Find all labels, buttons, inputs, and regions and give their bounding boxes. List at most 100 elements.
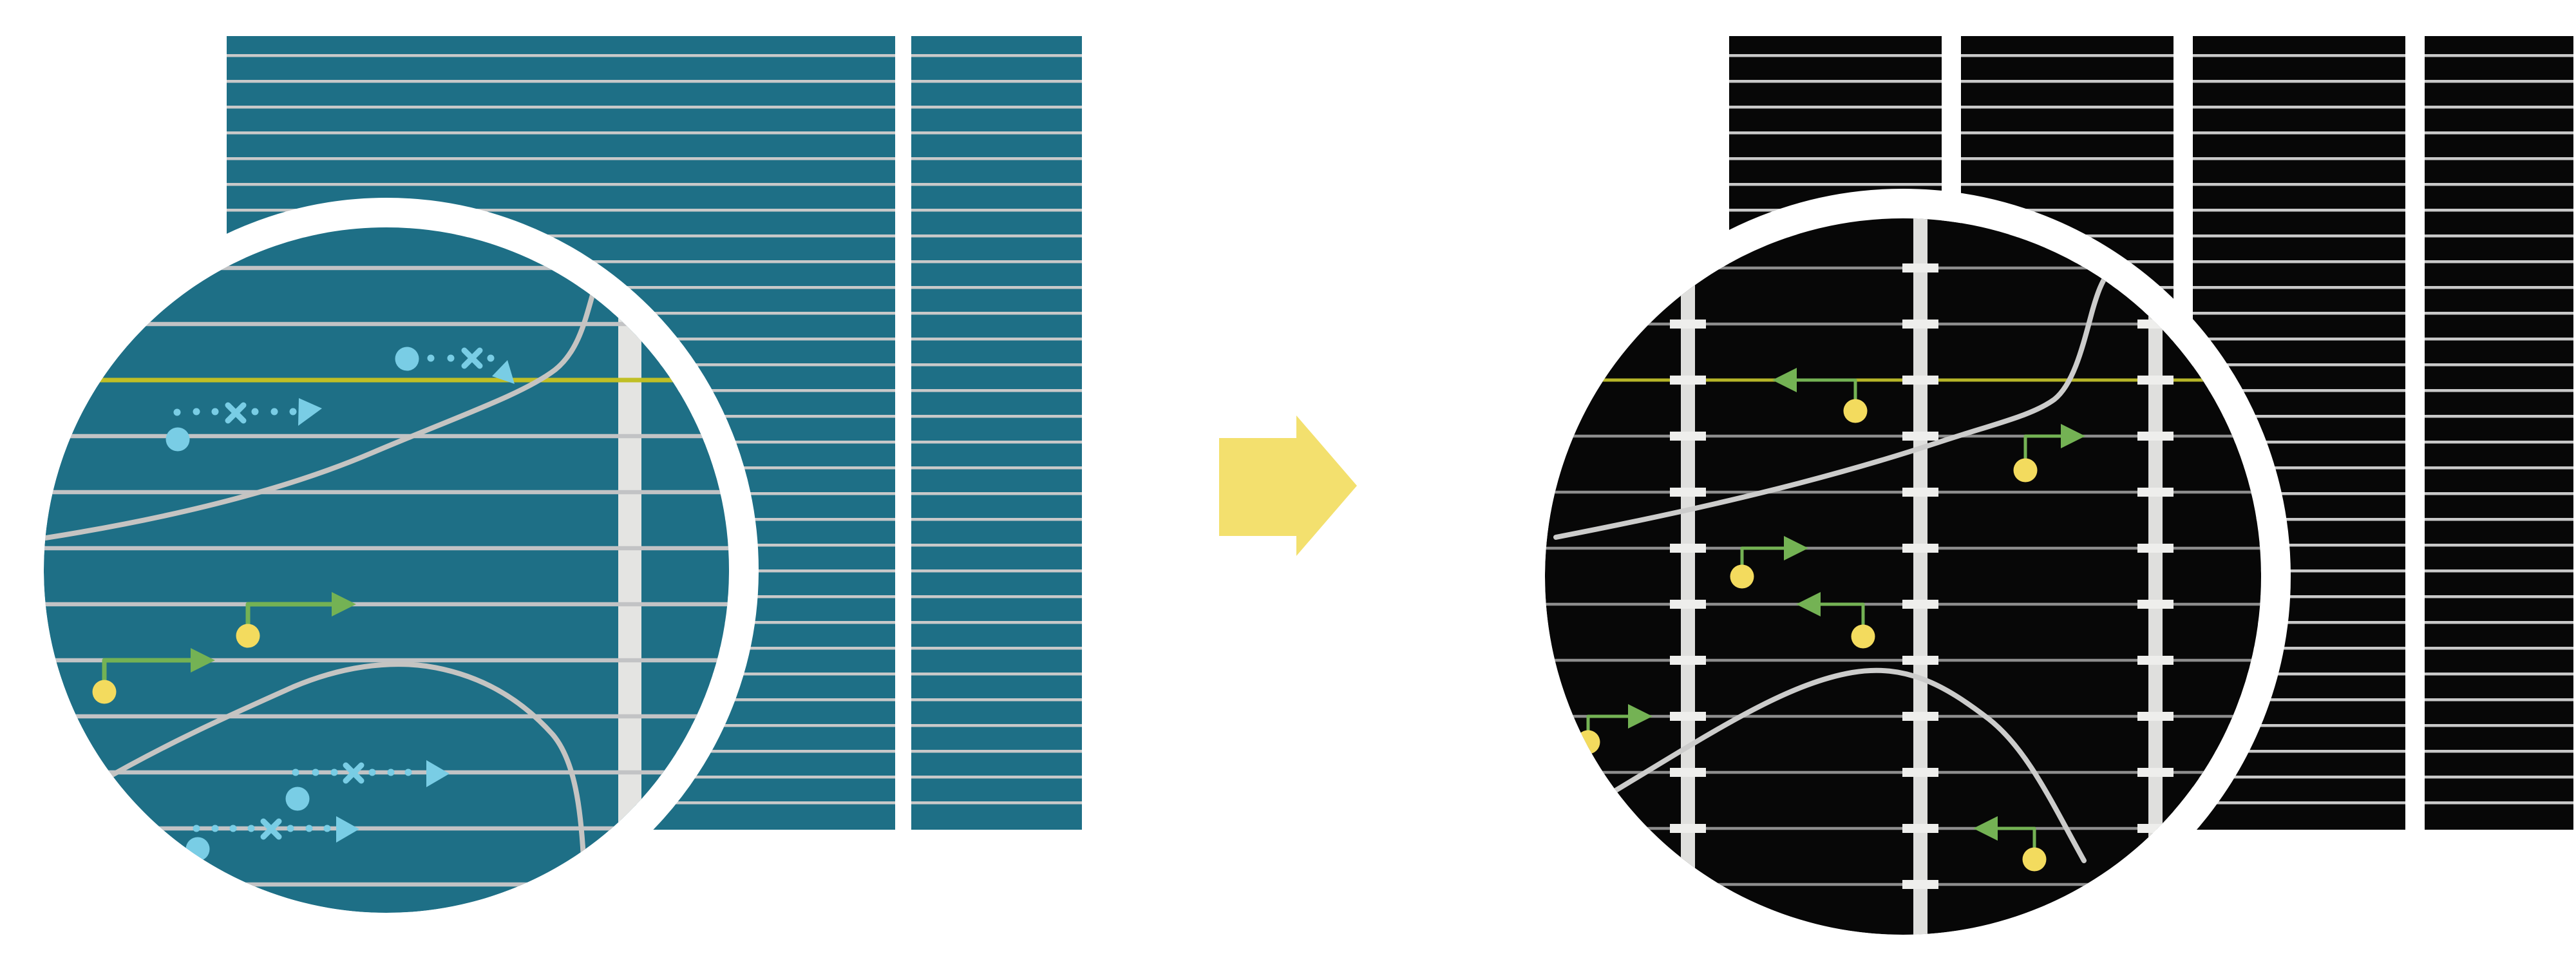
trail-dot [427,354,435,362]
mobile-defect [236,592,356,648]
lens-finger-line [44,490,729,495]
defect-arrowhead-icon [1628,704,1653,729]
trail-dot [251,408,259,415]
transition-arrow-icon [1219,415,1357,556]
defect-arrowhead-icon [1973,816,1998,841]
finger-line [227,183,895,186]
mobile-defect [1973,816,2047,872]
finger-line [911,312,1082,315]
trail-dot [270,408,278,415]
highlighted-finger-line [44,377,729,383]
trail-dot [487,354,495,362]
impurity-trail [395,347,515,384]
finger-line [1729,80,1942,83]
defect-particle [2013,458,2038,482]
finger-line [1729,106,1942,109]
busbar-pad [1670,544,1706,553]
finger-line [2425,209,2573,212]
finger-line [2425,441,2573,444]
degraded-cell-section [2425,36,2573,830]
finger-line [2193,131,2405,135]
defect-particle [236,624,260,648]
defect-arrowhead-icon [1772,368,1797,392]
finger-line [911,750,1082,753]
finger-line [2193,286,2405,289]
finger-line [2425,234,2573,238]
trail-arrowhead-icon [298,398,322,426]
busbar-band [1913,218,1927,935]
defect-path [2023,434,2063,461]
trail-dot [404,769,412,776]
finger-line [911,260,1082,263]
finger-line [2425,415,2573,418]
impurity-particle [285,787,310,811]
finger-line [911,647,1082,650]
busbar-pad [1902,824,1938,833]
finger-line [2193,698,2405,702]
finger-line [911,698,1082,702]
finger-line [2193,595,2405,598]
finger-line [2425,389,2573,392]
finger-line [2193,234,2405,238]
defect-particle [1843,399,1868,423]
lens-finger-line [44,546,729,551]
lens-finger-line [44,714,729,719]
finger-line [2425,338,2573,341]
trail-dot [292,769,299,776]
impurity-trail [285,760,450,811]
finger-line [2425,776,2573,779]
finger-line [2193,724,2405,727]
lens-finger-line [44,321,729,327]
trapping-x-icon [225,402,247,424]
defect-particle [92,680,117,704]
defect-particle [2022,847,2047,872]
finger-line [2425,131,2573,135]
pristine-cell-section [911,36,1082,830]
busbar-pad [1670,320,1706,329]
finger-line [2425,363,2573,367]
finger-line [1729,54,1942,57]
finger-line [911,363,1082,367]
mobile-defect [1730,536,1808,589]
finger-line [2193,54,2405,57]
finger-line [911,595,1082,598]
busbar-pad [1670,656,1706,665]
finger-line [2193,363,2405,367]
finger-line [1961,157,2174,160]
busbar-pad [1902,712,1938,721]
busbar-pad [2137,712,2174,721]
finger-line [911,441,1082,444]
impurity-particle [395,347,419,371]
finger-line [1729,157,1942,160]
trail-arrowhead-icon [492,360,515,384]
finger-line [2193,518,2405,521]
finger-line [2425,106,2573,109]
finger-line [2193,492,2405,495]
busbar-pad [2137,656,2174,665]
grain-boundary [1610,667,2087,863]
trail-dot [289,408,297,415]
trail-dot [173,408,181,416]
trail-arrowhead-icon [426,760,450,787]
lens-right-ring [1515,189,2291,964]
busbar-pad [2137,376,2174,385]
finger-line [911,492,1082,495]
mobile-defect [2013,424,2085,482]
finger-line [1729,183,1942,186]
trail-dot [387,769,395,776]
trail-dot [229,825,237,832]
finger-line [911,80,1082,83]
finger-line [1961,54,2174,57]
busbar-pad [1902,880,1938,889]
defect-arrowhead-icon [2061,424,2085,448]
busbar-pad [1902,768,1938,777]
lens-right-content [1545,218,2261,935]
impurity-trail [166,398,322,452]
finger-line [2193,569,2405,573]
finger-line [911,415,1082,418]
busbar-pad [1902,432,1938,441]
busbar-pad [1902,488,1938,497]
finger-line [2193,183,2405,186]
finger-line [1961,183,2174,186]
finger-line [2425,801,2573,805]
